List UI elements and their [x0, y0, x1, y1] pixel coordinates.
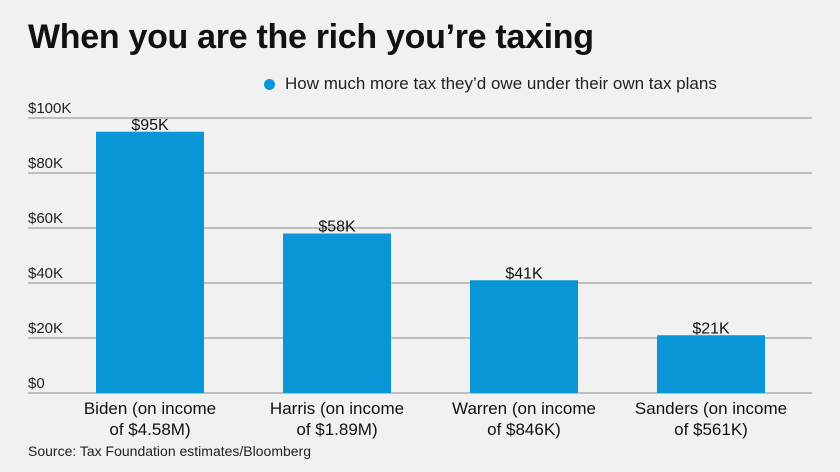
- data-label: $21K: [692, 320, 730, 337]
- source-note: Source: Tax Foundation estimates/Bloombe…: [28, 443, 312, 459]
- chart-title: When you are the rich you’re taxing: [28, 18, 594, 56]
- y-tick-label: $100K: [28, 100, 71, 117]
- y-tick-label: $20K: [28, 320, 63, 337]
- x-tick-label: of $846K): [487, 420, 561, 439]
- data-label: $58K: [318, 219, 356, 236]
- y-tick-label: $60K: [28, 210, 63, 227]
- legend-swatch: [264, 78, 275, 90]
- bar: [470, 280, 578, 393]
- x-tick-label: Warren (on income: [452, 399, 596, 418]
- bar: [657, 335, 765, 393]
- x-tick-label: of $4.58M): [109, 420, 190, 439]
- x-tick-label: Biden (on income: [84, 399, 216, 418]
- y-tick-label: $0: [28, 375, 45, 392]
- y-tick-label: $80K: [28, 155, 63, 172]
- x-tick-label: Harris (on income: [270, 399, 404, 418]
- bar: [283, 233, 391, 393]
- legend-label: How much more tax they’d owe under their…: [285, 74, 717, 93]
- x-tick-label: of $561K): [674, 420, 748, 439]
- x-tick-label: of $1.89M): [296, 420, 377, 439]
- bar: [96, 131, 204, 393]
- y-tick-label: $40K: [28, 265, 63, 282]
- legend: How much more tax they’d owe under their…: [264, 74, 717, 94]
- x-tick-label: Sanders (on income: [635, 399, 787, 418]
- data-label: $41K: [505, 265, 543, 282]
- data-label: $95K: [131, 117, 169, 134]
